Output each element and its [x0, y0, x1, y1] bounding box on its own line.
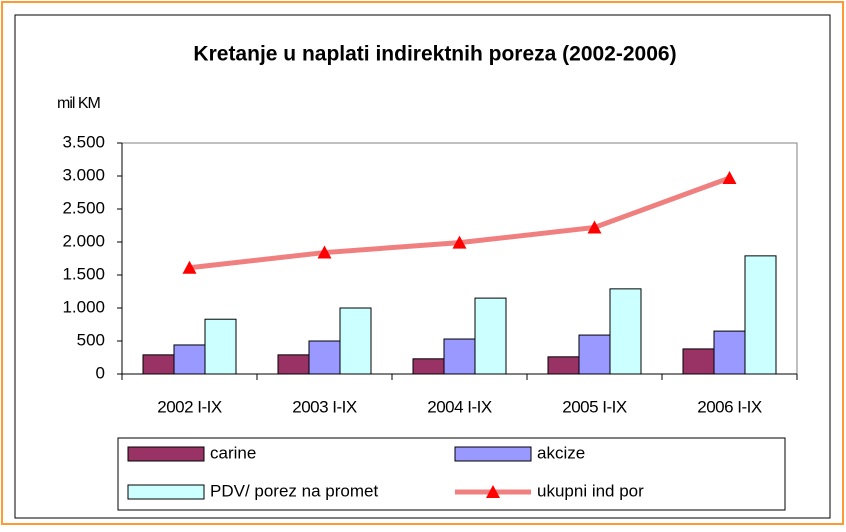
bar	[547, 356, 580, 375]
y-tick-label: 2.500	[62, 198, 105, 217]
marker	[452, 235, 467, 249]
legend	[117, 437, 786, 511]
bar	[308, 340, 341, 375]
x-tick-label: 2005 I-IX	[562, 397, 627, 416]
marker	[182, 260, 197, 274]
y-tick-label: 3.000	[62, 165, 105, 184]
marker	[317, 245, 332, 259]
y-tick-label: 2.000	[62, 231, 105, 250]
bar	[682, 348, 715, 375]
bar	[713, 330, 746, 375]
marker	[722, 170, 737, 184]
y-tick-label: 500	[77, 330, 105, 349]
legend-label: PDV/ porez na promet	[210, 481, 378, 500]
legend-swatch	[454, 446, 532, 462]
legend-swatch	[127, 446, 205, 462]
legend-label: akcize	[537, 443, 585, 462]
bar	[474, 297, 507, 375]
chart-frame	[14, 14, 831, 519]
bar	[173, 344, 206, 375]
bar	[609, 288, 642, 375]
bar	[443, 338, 476, 375]
bar	[744, 255, 777, 375]
bar	[412, 358, 445, 375]
y-axis-label: mil KM	[57, 95, 101, 112]
bar	[204, 318, 237, 375]
bar	[277, 354, 310, 375]
y-tick-label: 1.000	[62, 297, 105, 316]
bar	[339, 307, 372, 375]
x-tick-label: 2003 I-IX	[292, 397, 357, 416]
y-tick-label: 3.500	[62, 132, 105, 151]
legend-marker	[486, 485, 500, 498]
legend-swatch	[127, 484, 205, 500]
chart-title: Kretanje u naplati indirektnih poreza (2…	[193, 43, 676, 66]
y-tick-label: 0	[96, 363, 105, 382]
legend-label: carine	[210, 443, 256, 462]
x-tick-label: 2006 I-IX	[697, 397, 762, 416]
bar	[142, 354, 175, 375]
legend-label: ukupni ind por	[537, 481, 644, 500]
y-tick-label: 1.500	[62, 264, 105, 283]
x-tick-label: 2004 I-IX	[427, 397, 492, 416]
marker	[587, 220, 602, 234]
x-tick-label: 2002 I-IX	[157, 397, 222, 416]
bar	[578, 334, 611, 375]
